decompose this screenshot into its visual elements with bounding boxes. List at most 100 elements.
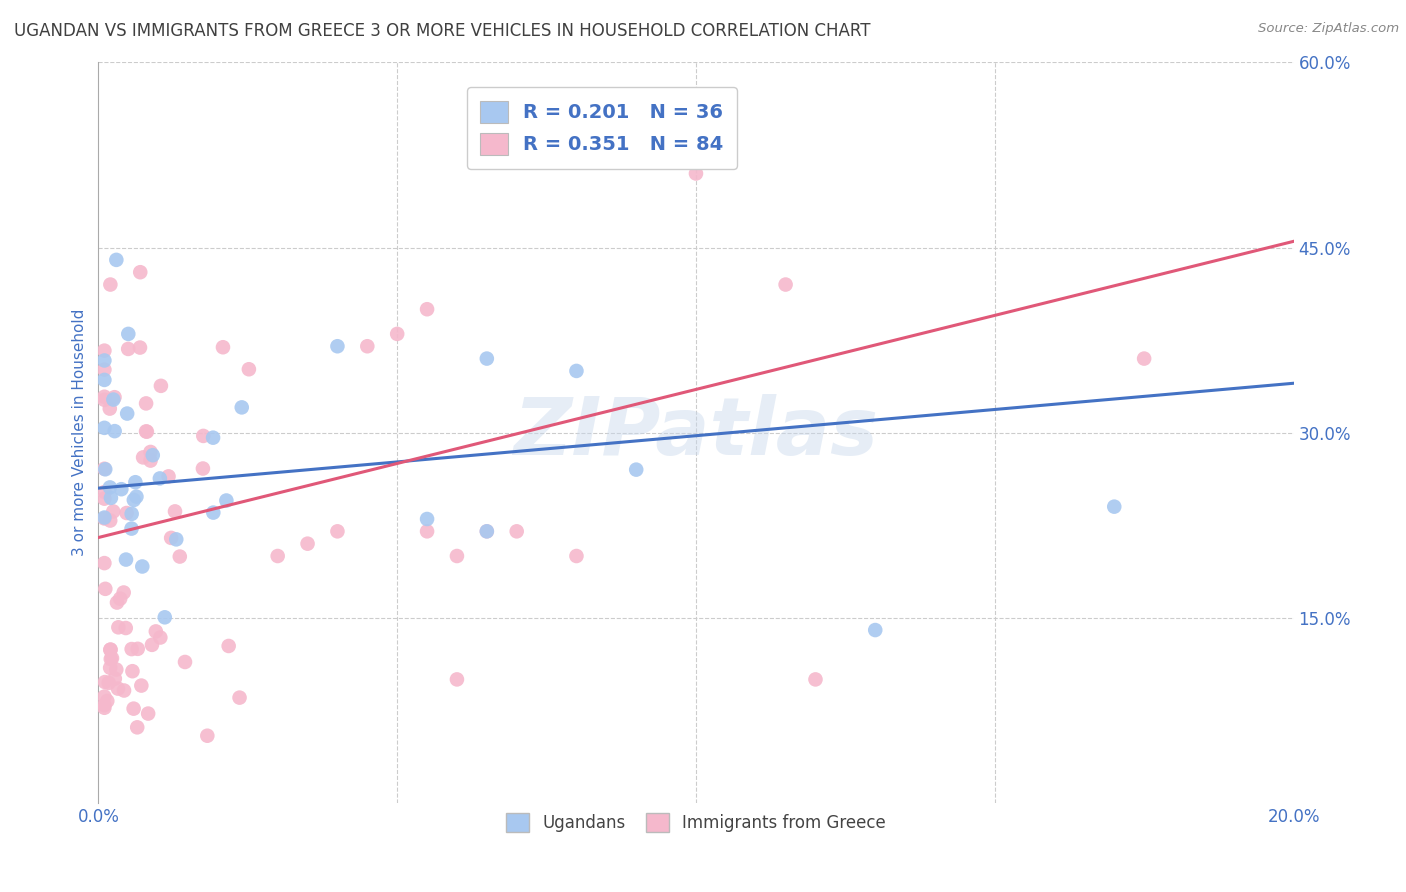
Point: [565, 549, 588, 563]
Point: [163, 504, 186, 518]
Point: [131, 679, 153, 693]
Point: [103, 390, 125, 404]
Point: [1104, 500, 1126, 514]
Point: [135, 425, 157, 439]
Point: [121, 642, 143, 657]
Point: [124, 475, 146, 490]
Point: [326, 524, 349, 539]
Point: [98, 514, 121, 528]
Point: [107, 681, 129, 696]
Point: [218, 639, 240, 653]
Point: [104, 424, 127, 438]
Point: [356, 339, 378, 353]
Point: [565, 364, 588, 378]
Point: [108, 591, 131, 606]
Point: [122, 492, 145, 507]
Point: [93, 690, 115, 704]
Point: [93, 362, 115, 376]
Point: [475, 351, 498, 366]
Point: [228, 690, 250, 705]
Point: [93, 390, 115, 404]
Point: [626, 462, 648, 476]
Text: ZIPatlas: ZIPatlas: [513, 393, 879, 472]
Point: [135, 425, 157, 439]
Point: [297, 536, 319, 550]
Point: [475, 524, 498, 539]
Point: [195, 729, 218, 743]
Point: [804, 673, 827, 687]
Point: [93, 485, 115, 500]
Point: [215, 493, 238, 508]
Point: [160, 531, 183, 545]
Point: [193, 429, 215, 443]
Point: [685, 166, 707, 180]
Point: [93, 510, 115, 524]
Point: [202, 431, 225, 445]
Point: [1133, 351, 1156, 366]
Point: [416, 512, 439, 526]
Text: Source: ZipAtlas.com: Source: ZipAtlas.com: [1258, 22, 1399, 36]
Point: [115, 506, 138, 520]
Point: [139, 453, 162, 467]
Point: [100, 642, 122, 657]
Point: [191, 461, 214, 475]
Point: [416, 524, 439, 539]
Y-axis label: 3 or more Vehicles in Household: 3 or more Vehicles in Household: [72, 309, 87, 557]
Point: [121, 664, 143, 678]
Point: [131, 559, 153, 574]
Point: [114, 621, 136, 635]
Point: [100, 491, 122, 505]
Point: [117, 342, 139, 356]
Point: [93, 353, 115, 368]
Point: [238, 362, 260, 376]
Point: [125, 490, 148, 504]
Point: [93, 698, 115, 713]
Point: [93, 491, 115, 506]
Point: [775, 277, 797, 292]
Point: [127, 720, 149, 734]
Point: [98, 401, 121, 416]
Point: [103, 504, 125, 518]
Point: [96, 694, 118, 708]
Point: [135, 396, 157, 410]
Point: [446, 549, 468, 563]
Point: [98, 661, 121, 675]
Point: [326, 339, 349, 353]
Point: [98, 277, 122, 292]
Point: [231, 401, 253, 415]
Point: [129, 341, 152, 355]
Point: [105, 252, 128, 267]
Point: [127, 641, 149, 656]
Point: [110, 482, 132, 496]
Point: [112, 585, 135, 599]
Point: [141, 638, 163, 652]
Point: [267, 549, 290, 563]
Point: [107, 620, 129, 634]
Point: [94, 675, 117, 690]
Point: [122, 701, 145, 715]
Point: [98, 642, 121, 657]
Point: [149, 471, 172, 485]
Point: [105, 596, 128, 610]
Point: [97, 676, 120, 690]
Point: [93, 373, 115, 387]
Point: [103, 392, 125, 407]
Point: [129, 265, 152, 279]
Point: [94, 462, 117, 476]
Point: [105, 663, 128, 677]
Point: [93, 392, 115, 407]
Point: [149, 379, 172, 393]
Point: [153, 610, 176, 624]
Point: [98, 480, 121, 494]
Point: [93, 511, 115, 525]
Point: [94, 582, 117, 596]
Point: [165, 533, 187, 547]
Point: [93, 421, 115, 435]
Point: [115, 407, 138, 421]
Point: [93, 556, 115, 570]
Point: [139, 445, 162, 459]
Point: [174, 655, 197, 669]
Point: [446, 673, 468, 687]
Point: [101, 651, 124, 665]
Point: [865, 623, 887, 637]
